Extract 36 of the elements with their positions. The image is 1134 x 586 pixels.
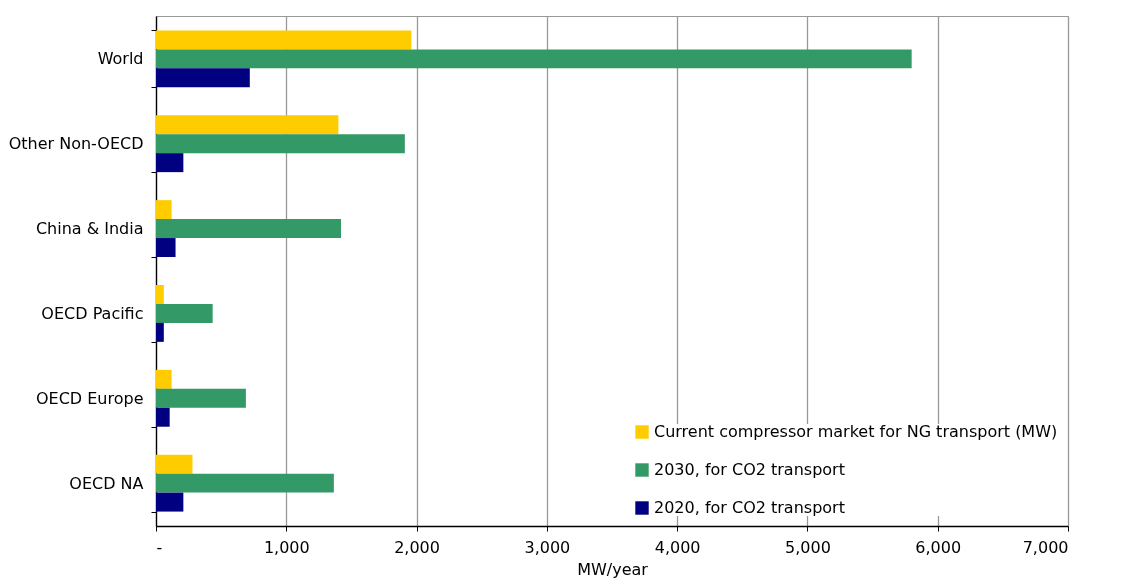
bar (156, 454, 193, 474)
y-tick-label: World (97, 49, 144, 69)
bar (156, 219, 342, 239)
bar (156, 238, 176, 257)
x-tick-label: 7,000 (1022, 537, 1069, 557)
bar (156, 322, 164, 342)
bar (156, 49, 912, 69)
bar (156, 115, 339, 135)
y-tick-label: OECD Pacific (41, 303, 144, 323)
bar (156, 134, 405, 154)
x-tick-label: 3,000 (524, 537, 571, 557)
legend-label: 2030, for CO2 transport (654, 460, 845, 479)
x-tick-label: 4,000 (654, 537, 701, 557)
y-tick-label: China & India (35, 219, 144, 239)
bar (156, 68, 250, 88)
y-tick-label: OECD Europe (35, 388, 144, 408)
y-tick-label: OECD NA (69, 473, 144, 493)
bar (156, 153, 184, 173)
legend-label: 2020, for CO2 transport (654, 498, 845, 517)
x-tick-label: 6,000 (915, 537, 962, 557)
bar (156, 407, 170, 427)
x-axis-title: MW/year (577, 559, 649, 579)
legend-label: Current compressor market for NG transport (MW) (654, 422, 1058, 441)
bar (156, 200, 172, 220)
bar (156, 388, 246, 408)
bar (156, 285, 164, 304)
bar (156, 30, 412, 50)
y-tick-label: Other Non-OECD (8, 134, 144, 154)
x-tick-label: - (156, 537, 163, 557)
bar (156, 492, 184, 512)
bar (156, 369, 172, 389)
bar (156, 303, 213, 323)
x-tick-label: 1,000 (263, 537, 310, 557)
x-tick-label: 2,000 (394, 537, 440, 557)
bar (156, 473, 334, 493)
x-tick-label: 5,000 (785, 537, 831, 557)
